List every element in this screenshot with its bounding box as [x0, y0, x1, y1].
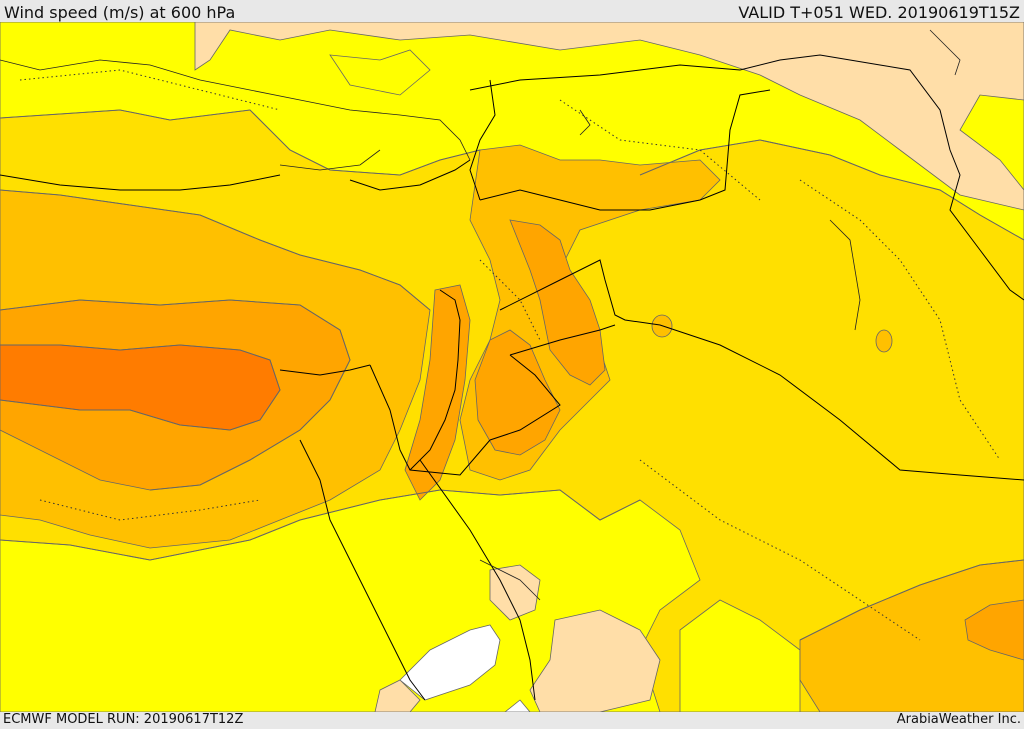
field-pale-south-3 — [374, 679, 421, 712]
valid-time: VALID T+051 WED. 20190619T15Z — [738, 3, 1020, 22]
field-orange-east-3 — [404, 284, 471, 501]
field-yellow-north-patch — [329, 49, 431, 96]
field-amber-blob-2 — [875, 329, 893, 353]
coastlines — [0, 29, 961, 601]
country-borders — [19, 69, 1001, 641]
header-bar: Wind speed (m/s) at 600 hPa VALID T+051 … — [0, 0, 1024, 22]
field-white-calm — [399, 624, 501, 701]
wind-speed-map — [0, 22, 1024, 712]
field-orange-southeast — [964, 599, 1024, 661]
map-canvas — [0, 22, 1024, 712]
national-borders — [0, 54, 1024, 701]
map-title: Wind speed (m/s) at 600 hPa — [4, 3, 236, 22]
field-orange-east-2 — [474, 329, 561, 456]
field-pale-north — [194, 22, 1024, 211]
field-white-calm-2 — [504, 699, 531, 712]
credit-label: ArabiaWeather Inc. — [896, 712, 1021, 727]
footer-bar: ECMWF MODEL RUN: 20190617T12Z ArabiaWeat… — [0, 712, 1024, 729]
field-pale-south-1 — [489, 564, 541, 621]
contour-lines — [0, 109, 1024, 641]
field-orange-east-1 — [509, 219, 606, 386]
field-pale-south-2 — [529, 609, 661, 712]
model-run-label: ECMWF MODEL RUN: 20190617T12Z — [3, 712, 244, 727]
